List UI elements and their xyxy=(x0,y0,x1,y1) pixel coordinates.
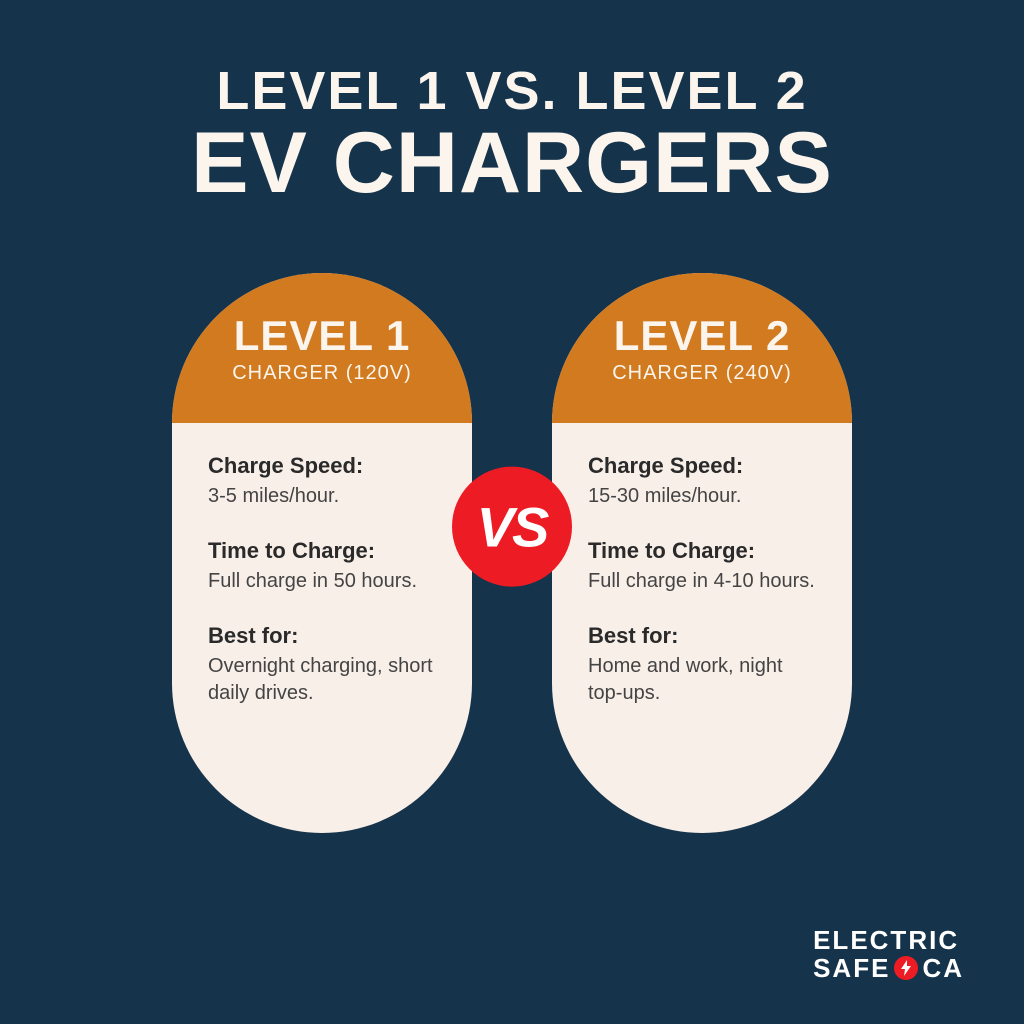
header-title: EV CHARGERS xyxy=(0,114,1024,213)
header-subtitle: LEVEL 1 VS. LEVEL 2 xyxy=(0,60,1024,122)
spec-row: Best for: Home and work, night top-ups. xyxy=(588,623,816,707)
spec-label: Charge Speed: xyxy=(208,453,436,479)
spec-value: 15-30 miles/hour. xyxy=(588,483,816,510)
spec-value: Full charge in 50 hours. xyxy=(208,568,436,595)
vs-label: VS xyxy=(477,494,548,559)
logo-line1: ELECTRIC xyxy=(813,927,964,954)
level2-title: LEVEL 2 xyxy=(614,312,791,360)
level2-subtitle: CHARGER (240V) xyxy=(612,362,792,385)
level1-card-head: LEVEL 1 CHARGER (120V) xyxy=(172,273,472,423)
bolt-icon xyxy=(894,956,918,980)
spec-row: Charge Speed: 15-30 miles/hour. xyxy=(588,453,816,510)
level1-card-body: Charge Speed: 3-5 miles/hour. Time to Ch… xyxy=(172,423,472,765)
vs-badge: VS xyxy=(452,467,572,587)
brand-logo: ELECTRIC SAFE CA xyxy=(813,927,964,982)
level1-card: LEVEL 1 CHARGER (120V) Charge Speed: 3-5… xyxy=(172,273,472,833)
logo-word-ca: CA xyxy=(922,955,964,982)
level2-card-head: LEVEL 2 CHARGER (240V) xyxy=(552,273,852,423)
spec-label: Time to Charge: xyxy=(588,538,816,564)
spec-value: Full charge in 4-10 hours. xyxy=(588,568,816,595)
spec-label: Charge Speed: xyxy=(588,453,816,479)
spec-value: Home and work, night top-ups. xyxy=(588,653,816,707)
spec-row: Time to Charge: Full charge in 4-10 hour… xyxy=(588,538,816,595)
level1-title: LEVEL 1 xyxy=(234,312,411,360)
comparison-container: LEVEL 1 CHARGER (120V) Charge Speed: 3-5… xyxy=(0,273,1024,833)
logo-word-safe: SAFE xyxy=(813,955,890,982)
spec-row: Best for: Overnight charging, short dail… xyxy=(208,623,436,707)
spec-label: Best for: xyxy=(588,623,816,649)
spec-row: Charge Speed: 3-5 miles/hour. xyxy=(208,453,436,510)
spec-label: Time to Charge: xyxy=(208,538,436,564)
level2-card: LEVEL 2 CHARGER (240V) Charge Speed: 15-… xyxy=(552,273,852,833)
spec-label: Best for: xyxy=(208,623,436,649)
level1-subtitle: CHARGER (120V) xyxy=(232,362,412,385)
logo-line2: SAFE CA xyxy=(813,955,964,982)
spec-row: Time to Charge: Full charge in 50 hours. xyxy=(208,538,436,595)
spec-value: Overnight charging, short daily drives. xyxy=(208,653,436,707)
spec-value: 3-5 miles/hour. xyxy=(208,483,436,510)
page-header: LEVEL 1 VS. LEVEL 2 EV CHARGERS xyxy=(0,0,1024,213)
level2-card-body: Charge Speed: 15-30 miles/hour. Time to … xyxy=(552,423,852,765)
